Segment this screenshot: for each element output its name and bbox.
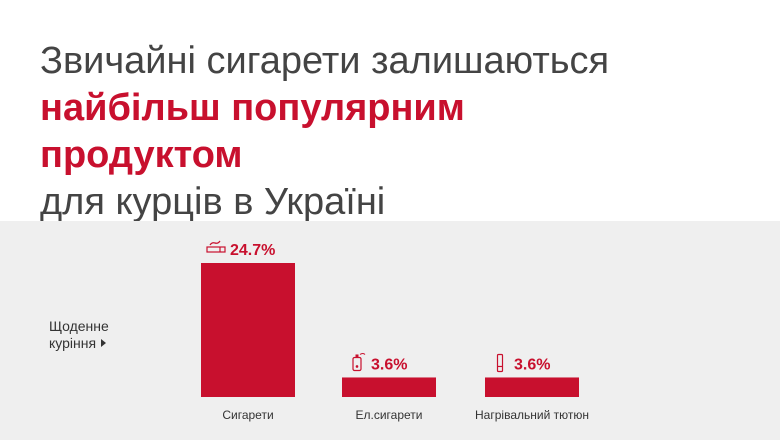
category-label-1: Сигарети xyxy=(222,408,273,422)
arrow-right-icon xyxy=(101,339,107,347)
headline-line-2: найбільш популярним xyxy=(40,87,465,129)
daily-smoking-label-line-2: куріння xyxy=(49,335,109,352)
value-label-2: 3.6% xyxy=(371,356,407,373)
value-label-1: 24.7% xyxy=(230,242,275,259)
daily-smoking-label: Щоденне куріння xyxy=(49,318,109,352)
daily-smoking-label-line-2-text: куріння xyxy=(49,335,97,351)
bar-3 xyxy=(485,377,579,397)
category-label-2: Ел.сигарети xyxy=(356,408,423,422)
headline-line-3: продуктом xyxy=(40,134,243,176)
chart-background-band xyxy=(0,221,780,440)
headline-line-4: для курців в Україні xyxy=(40,181,386,223)
bar-2 xyxy=(342,377,436,397)
daily-smoking-label-line-1: Щоденне xyxy=(49,318,109,334)
category-label-3: Нагрівальний тютюн xyxy=(475,408,589,422)
heated-tobacco-icon xyxy=(496,353,504,373)
bar-1 xyxy=(201,263,295,397)
value-label-3: 3.6% xyxy=(514,356,550,373)
headline: Звичайні сигарети залишаються найбільш п… xyxy=(40,38,760,226)
e-cigarette-icon xyxy=(352,352,366,372)
headline-line-1: Звичайні сигарети залишаються xyxy=(40,40,610,82)
cigarette-icon xyxy=(206,240,226,253)
